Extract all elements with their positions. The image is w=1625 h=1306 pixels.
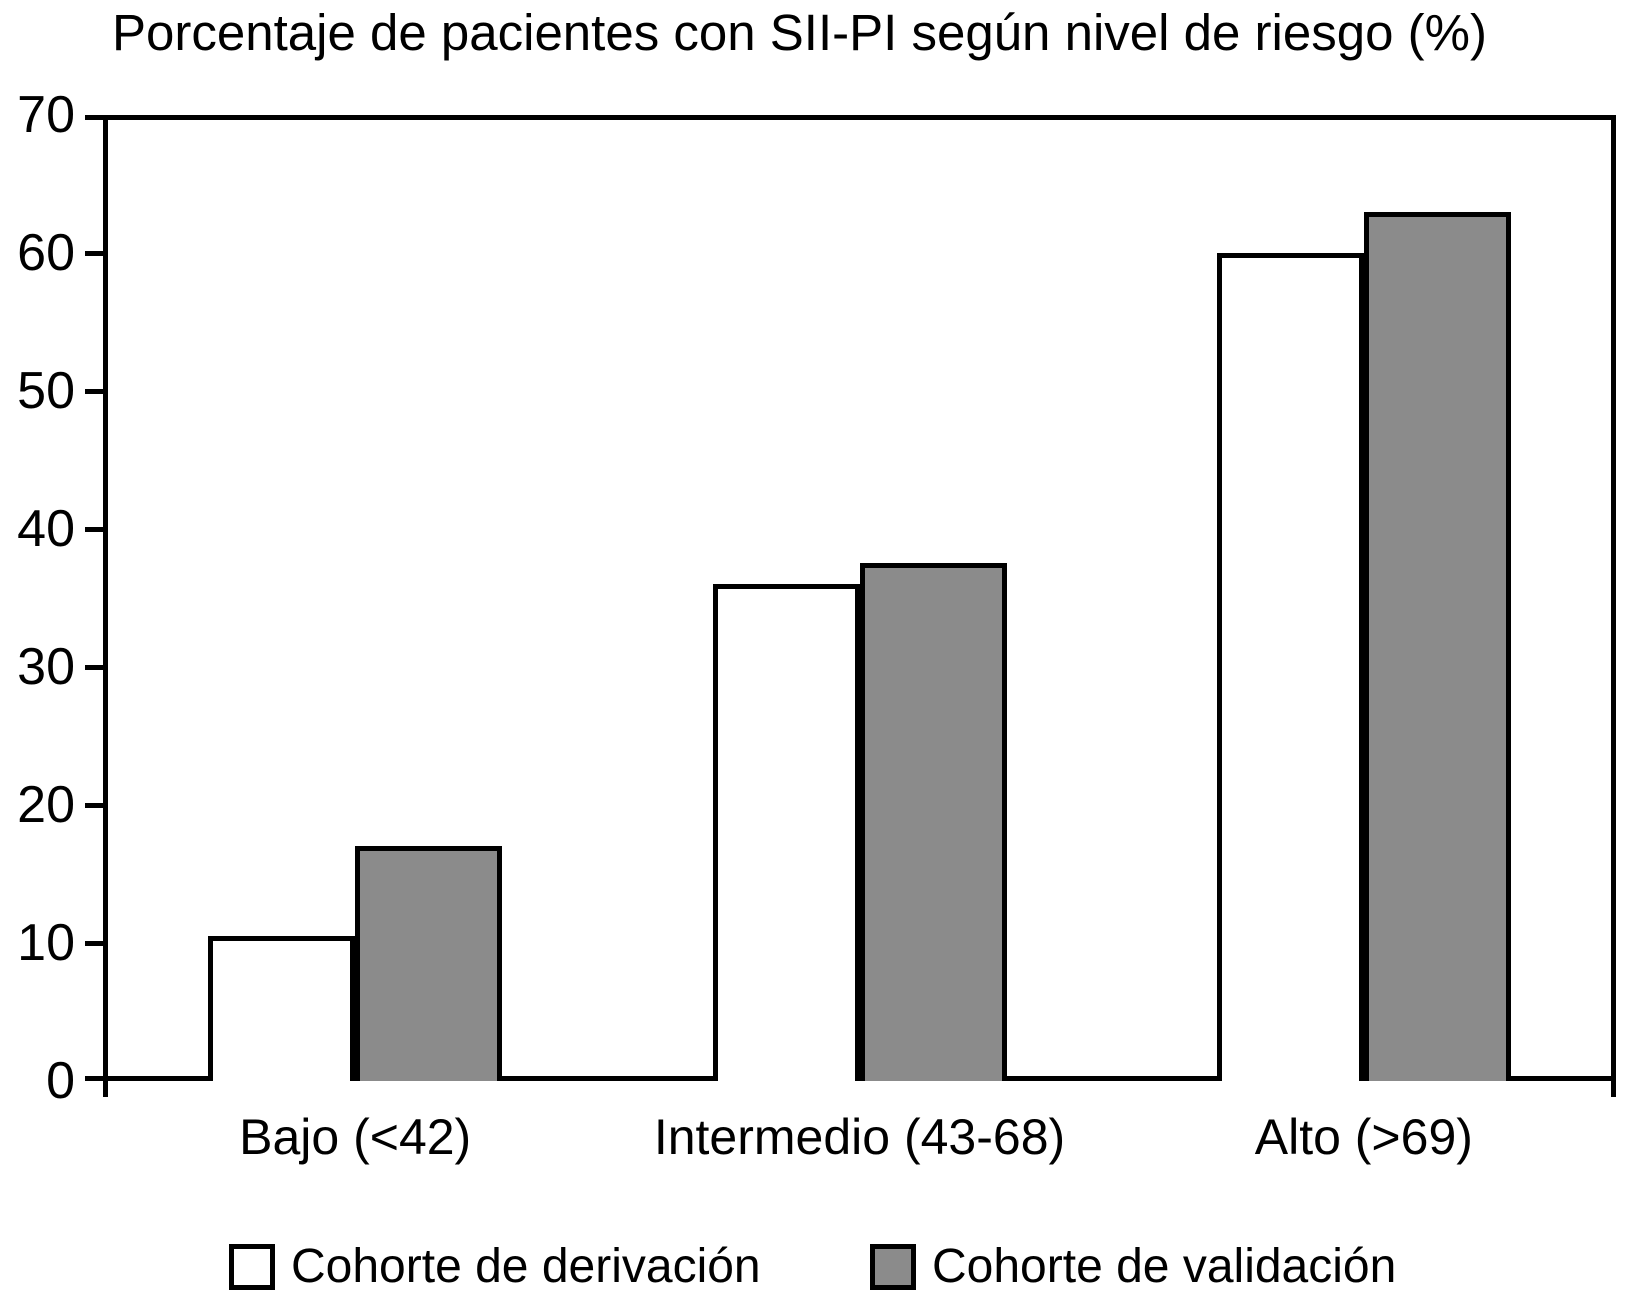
y-axis-tick-label: 70: [17, 86, 75, 144]
x-axis-end-tick: [1611, 1081, 1616, 1097]
y-axis-tick-label: 0: [46, 1052, 75, 1110]
y-axis-tick: [85, 802, 103, 808]
legend-label: Cohorte de validación: [932, 1240, 1397, 1293]
x-axis-category-label: Alto (>69): [1254, 1109, 1473, 1165]
legend-swatch-icon: [229, 1244, 275, 1290]
bar-derivacion-2: [1216, 253, 1364, 1081]
y-axis-tick: [85, 250, 103, 256]
bar-derivacion-0: [208, 936, 356, 1081]
legend-item-validacion: Cohorte de validación: [870, 1243, 1396, 1291]
y-axis-tick: [85, 526, 103, 532]
x-axis-category-label: Bajo (<42): [239, 1109, 472, 1165]
legend-label: Cohorte de derivación: [291, 1240, 761, 1293]
y-axis-tick-label: 10: [17, 914, 75, 972]
chart-title: Porcentaje de pacientes con SII-PI según…: [112, 4, 1487, 61]
y-axis-tick-label: 30: [17, 638, 75, 696]
y-axis-tick-label: 60: [17, 224, 75, 282]
y-axis-tick: [85, 1076, 103, 1081]
y-axis-tick: [85, 115, 103, 120]
plot-area: 0 10 20 30 40 50 60 70 Bajo (<42) Intermedio (43…: [17, 89, 1616, 1162]
bar-derivacion-1: [712, 584, 860, 1081]
bar-validacion-0: [355, 846, 503, 1081]
x-axis-end-tick: [103, 1081, 108, 1097]
bar-validacion-2: [1363, 212, 1511, 1081]
legend-item-derivacion: Cohorte de derivación: [229, 1243, 761, 1291]
y-axis-tick: [85, 940, 103, 946]
y-axis-tick: [85, 388, 103, 394]
y-axis-tick-label: 50: [17, 362, 75, 420]
legend: Cohorte de derivación Cohorte de validaci…: [0, 1243, 1625, 1293]
x-axis-category-label: Intermedio (43-68): [653, 1109, 1066, 1165]
y-axis-tick: [85, 664, 103, 670]
legend-swatch-icon: [870, 1244, 916, 1290]
y-axis-tick-label: 40: [17, 500, 75, 558]
y-axis-tick-label: 20: [17, 776, 75, 834]
bar-validacion-1: [859, 563, 1007, 1081]
